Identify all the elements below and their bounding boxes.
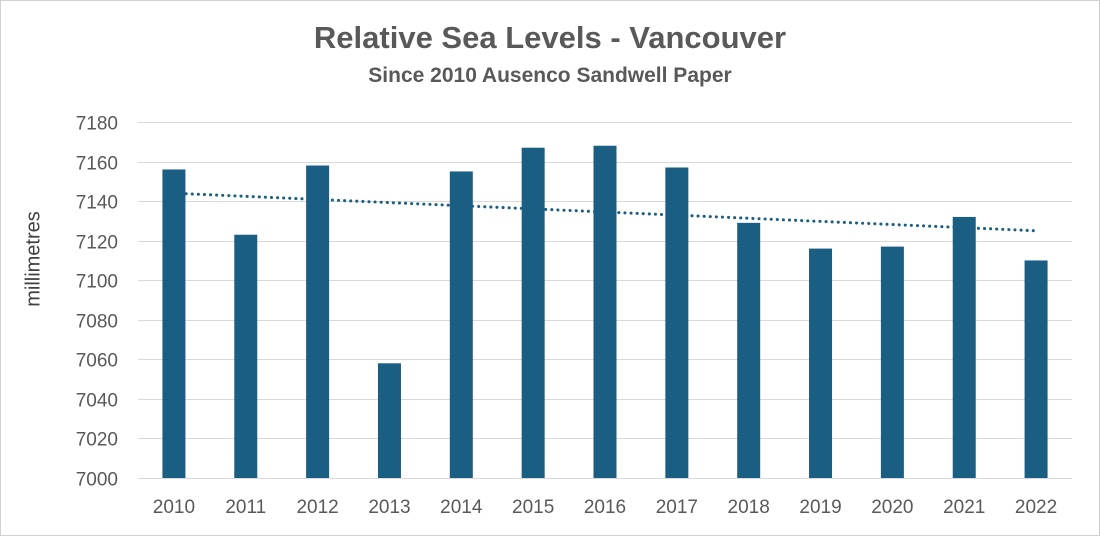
- x-tick-label: 2017: [656, 497, 698, 518]
- chart-subtitle: Since 2010 Ausenco Sandwell Paper: [368, 64, 732, 87]
- x-tick-label: 2022: [1015, 497, 1057, 518]
- x-tick-label: 2021: [943, 497, 985, 518]
- x-tick-label: 2013: [368, 497, 410, 518]
- y-tick-label: 7020: [76, 430, 118, 451]
- trendline: [172, 191, 1038, 233]
- bar-2017: [665, 167, 689, 478]
- x-tick-label: 2020: [871, 497, 913, 518]
- y-tick-label: 7160: [76, 154, 118, 175]
- y-tick-label: 7140: [76, 193, 118, 214]
- bar-2012: [306, 165, 330, 478]
- y-tick-label: 7060: [76, 351, 118, 372]
- y-tick-label: 7180: [76, 114, 118, 135]
- x-tick-label: 2011: [225, 497, 266, 518]
- chart-title: Relative Sea Levels - Vancouver: [313, 20, 787, 55]
- y-tick-label: 7000: [76, 470, 118, 491]
- bar-2014: [449, 171, 473, 478]
- bar-2010: [162, 169, 186, 478]
- x-tick-label: 2016: [584, 497, 626, 518]
- bar-2019: [809, 248, 833, 478]
- x-tick-label: 2019: [799, 497, 841, 518]
- bar-2018: [737, 222, 761, 478]
- x-tick-label: 2015: [512, 497, 554, 518]
- bar-2016: [593, 145, 617, 478]
- x-tick-label: 2014: [440, 497, 483, 518]
- y-tick-label: 7120: [76, 233, 118, 254]
- x-tick-label: 2018: [728, 497, 770, 518]
- x-tick-label: 2010: [153, 497, 195, 518]
- y-tick-label: 7040: [76, 391, 118, 412]
- bar-2020: [880, 246, 904, 478]
- bar-2022: [1024, 260, 1048, 478]
- bar-2013: [377, 363, 401, 478]
- y-tick-label: 7080: [76, 312, 118, 333]
- y-tick-label: 7100: [76, 272, 118, 293]
- bar-2021: [952, 216, 976, 478]
- bar-2011: [234, 234, 258, 478]
- bar-2015: [521, 147, 545, 478]
- x-tick-label: 2012: [296, 497, 338, 518]
